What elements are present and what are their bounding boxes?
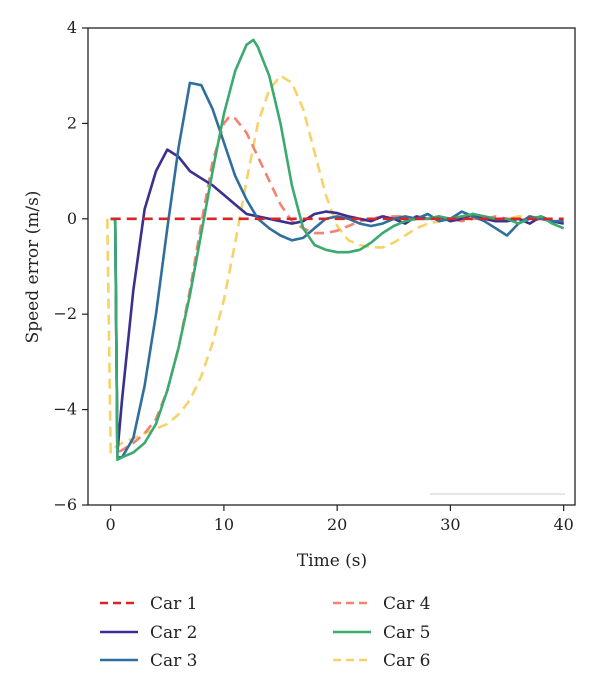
- y-axis-title: Speed error (m/s): [23, 191, 43, 344]
- series-line-car-2: [110, 148, 564, 454]
- legend-label: Car 4: [383, 594, 431, 614]
- plot-area: [106, 38, 565, 461]
- x-axis-ticks: 0 10 20 30 40: [106, 505, 574, 534]
- y-tick-label: 2: [67, 113, 77, 132]
- series-line-car-6: [106, 74, 564, 454]
- legend-label: Car 6: [383, 651, 431, 671]
- y-tick-label: −4: [53, 400, 77, 419]
- y-tick-label: −2: [53, 304, 77, 323]
- plot-frame: [87, 27, 576, 506]
- legend-item: Car 4: [333, 594, 431, 614]
- legend-label: Car 5: [383, 623, 431, 643]
- series-line-car-5: [110, 38, 565, 461]
- y-axis-ticks: 4 2 0 −2 −4 −6: [53, 18, 88, 514]
- x-tick-label: 30: [440, 515, 460, 534]
- y-tick-label: −6: [53, 495, 77, 514]
- legend-item: Car 3: [100, 651, 198, 671]
- y-tick-label: 0: [67, 209, 77, 228]
- legend-label: Car 2: [150, 623, 198, 643]
- series-line-car-4: [110, 114, 564, 454]
- x-axis-title: Time (s): [297, 551, 367, 571]
- x-tick-label: 40: [553, 515, 573, 534]
- legend-item: Car 1: [100, 594, 198, 614]
- series-line-car-3: [110, 81, 564, 459]
- legend-label: Car 1: [150, 594, 198, 614]
- x-tick-label: 20: [327, 515, 347, 534]
- x-tick-label: 0: [106, 515, 116, 534]
- y-tick-label: 4: [67, 18, 77, 37]
- legend-label: Car 3: [150, 651, 198, 671]
- legend: Car 1 Car 2 Car 3 Car 4 Car 5 Car 6: [100, 594, 431, 671]
- legend-item: Car 6: [333, 651, 431, 671]
- legend-item: Car 5: [333, 623, 431, 643]
- legend-item: Car 2: [100, 623, 198, 643]
- x-tick-label: 10: [214, 515, 234, 534]
